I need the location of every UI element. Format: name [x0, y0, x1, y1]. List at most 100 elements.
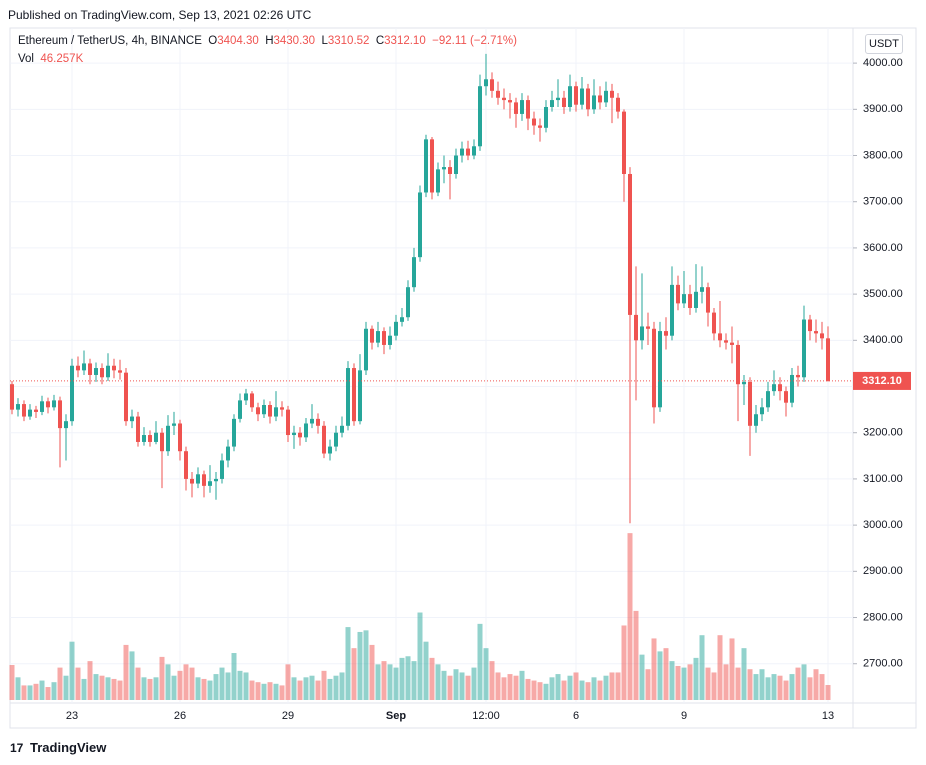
volume-bar: [525, 678, 531, 700]
volume-bar: [195, 677, 201, 700]
volume-bar: [309, 675, 315, 700]
volume-bar: [303, 677, 309, 700]
candle-body: [298, 432, 302, 438]
candle-body: [610, 90, 614, 98]
candle-body: [670, 284, 674, 336]
volume-bar: [735, 667, 741, 700]
volume-bar: [405, 656, 411, 700]
candle-body: [250, 393, 254, 408]
candle-body: [814, 331, 818, 334]
ohlc-letter: C: [375, 35, 385, 47]
y-tick-label: 3100.00: [863, 473, 903, 485]
candle-body: [172, 423, 176, 426]
volume-bar: [657, 651, 663, 700]
x-tick-label: 26: [174, 710, 186, 722]
candle-body: [604, 90, 608, 103]
candle-body: [640, 326, 644, 341]
volume-bar: [543, 683, 549, 700]
candle-body: [658, 331, 662, 408]
candle-body: [556, 97, 560, 101]
volume-bar: [687, 664, 693, 700]
candle-body: [508, 100, 512, 103]
candle-body: [394, 321, 398, 336]
volume-bar: [705, 667, 711, 700]
volume-bar: [459, 672, 465, 700]
candle-body: [568, 86, 572, 108]
candle-body: [346, 368, 350, 426]
candle-body: [562, 97, 566, 108]
volume-bar: [777, 675, 783, 700]
candle-body: [94, 368, 98, 375]
candle-body: [364, 328, 368, 371]
volume-bar: [225, 672, 231, 700]
volume-bar: [357, 631, 363, 700]
y-tick-label: 3700.00: [863, 196, 903, 208]
candle-body: [472, 146, 476, 156]
volume-bar: [69, 641, 75, 700]
candle-body: [190, 478, 194, 484]
volume-bar: [471, 667, 477, 700]
ohlc-letter: O: [208, 35, 218, 47]
candle-body: [826, 338, 830, 381]
candle-body: [382, 331, 386, 345]
volume-bar: [783, 680, 789, 700]
unit-button[interactable]: USDT: [865, 34, 903, 54]
candle-body: [124, 372, 128, 422]
volume-bar: [633, 610, 639, 700]
candle-body: [292, 432, 296, 436]
volume-bar: [321, 670, 327, 700]
candle-body: [466, 148, 470, 156]
x-tick-label: 29: [282, 710, 294, 722]
volume-bar: [117, 680, 123, 700]
last-price-label: 3312.10: [862, 375, 902, 387]
candle-body: [676, 284, 680, 304]
volume-bar: [813, 669, 819, 700]
candle-body: [484, 79, 488, 87]
volume-bar: [573, 672, 579, 700]
volume-bar: [693, 657, 699, 700]
volume-bar: [381, 661, 387, 700]
candle-body: [502, 97, 506, 101]
candle-body: [802, 319, 806, 378]
volume-bar: [477, 623, 483, 700]
candle-body: [100, 368, 104, 378]
candle-body: [712, 312, 716, 334]
candle-body: [700, 287, 704, 292]
ohlc-value: 3404.30: [217, 35, 259, 47]
candle-body: [442, 167, 446, 170]
volume-title: Vol: [18, 53, 34, 65]
volume-bar: [363, 630, 369, 700]
volume-bar: [189, 667, 195, 700]
volume-bar: [417, 612, 423, 700]
candle-body: [52, 400, 56, 408]
candle-body: [370, 328, 374, 343]
volume-bar: [165, 664, 171, 700]
volume-bar: [81, 678, 87, 700]
candle-body: [784, 391, 788, 403]
volume-bar: [465, 675, 471, 700]
candle-body: [742, 381, 746, 385]
y-tick-label: 2800.00: [863, 611, 903, 623]
change-value: −92.11 (−2.71%): [432, 35, 517, 47]
chart-frame: [9, 27, 917, 729]
volume-bar: [609, 672, 615, 700]
y-tick-label: 2700.00: [863, 658, 903, 670]
volume-bar: [627, 533, 633, 700]
volume-bar: [723, 664, 729, 700]
volume-bar: [141, 677, 147, 700]
candle-body: [136, 416, 140, 442]
volume-bar: [621, 625, 627, 700]
candle-body: [286, 409, 290, 436]
candle-body: [106, 365, 110, 378]
volume-bar: [177, 670, 183, 700]
volume-bar: [615, 672, 621, 700]
volume-bar: [681, 667, 687, 700]
candle-body: [238, 400, 242, 419]
volume-bar: [501, 677, 507, 700]
candle-body: [10, 384, 14, 410]
y-tick-label: 4000.00: [863, 57, 903, 69]
candle-body: [778, 384, 782, 392]
candle-body: [748, 381, 752, 426]
volume-bar: [519, 670, 525, 700]
